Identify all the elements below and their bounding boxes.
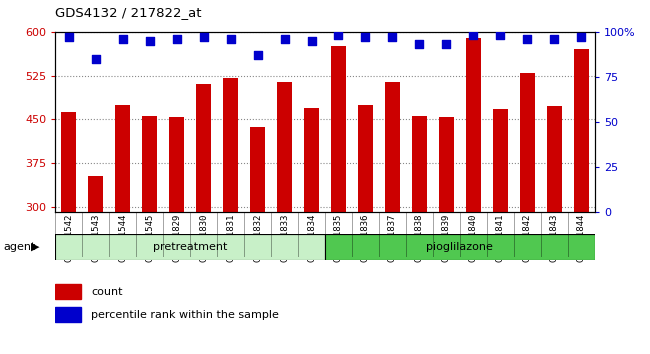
Bar: [88, 176, 103, 212]
Bar: [250, 127, 265, 212]
Bar: [55, 234, 325, 260]
Text: count: count: [91, 287, 122, 297]
Point: [198, 34, 209, 40]
Bar: [520, 73, 535, 212]
Bar: [574, 49, 589, 212]
Bar: [325, 234, 595, 260]
Point: [172, 36, 182, 42]
Point: [414, 42, 424, 47]
Text: pioglilazone: pioglilazone: [426, 242, 493, 252]
Point: [522, 36, 532, 42]
Bar: [331, 46, 346, 212]
Bar: [115, 105, 130, 212]
Bar: [412, 116, 427, 212]
Text: ▶: ▶: [31, 242, 40, 252]
Bar: [493, 109, 508, 212]
Bar: [385, 82, 400, 212]
Point: [280, 36, 290, 42]
Point: [549, 36, 560, 42]
Point: [226, 36, 236, 42]
Bar: [223, 78, 238, 212]
Point: [495, 33, 506, 38]
Text: pretreatment: pretreatment: [153, 242, 228, 252]
Point: [576, 34, 586, 40]
Point: [468, 33, 478, 38]
Text: agent: agent: [3, 242, 36, 252]
Bar: [277, 82, 292, 212]
Bar: [142, 116, 157, 212]
Point: [333, 33, 344, 38]
Bar: [55, 307, 81, 322]
Point: [441, 42, 452, 47]
Bar: [196, 84, 211, 212]
Bar: [466, 38, 481, 212]
Bar: [439, 118, 454, 212]
Point: [252, 52, 263, 58]
Point: [118, 36, 128, 42]
Point: [144, 38, 155, 44]
Point: [64, 34, 74, 40]
Point: [90, 56, 101, 62]
Text: GDS4132 / 217822_at: GDS4132 / 217822_at: [55, 6, 201, 19]
Bar: [358, 105, 373, 212]
Bar: [61, 112, 76, 212]
Point: [306, 38, 317, 44]
Text: percentile rank within the sample: percentile rank within the sample: [91, 310, 279, 320]
Point: [360, 34, 370, 40]
Point: [387, 34, 398, 40]
Bar: [547, 107, 562, 212]
Bar: [55, 284, 81, 299]
Bar: [304, 108, 319, 212]
Bar: [169, 118, 184, 212]
